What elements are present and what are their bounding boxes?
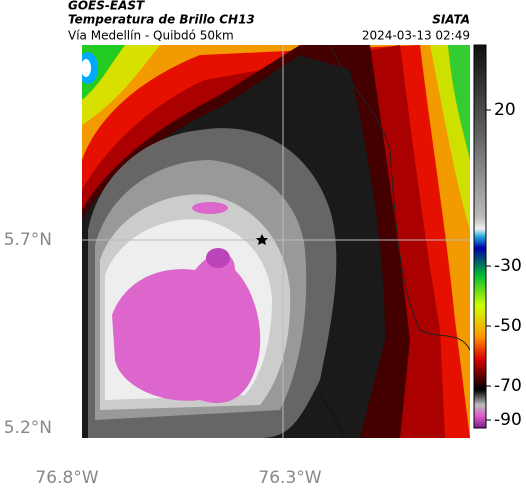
lon-label: 76.3°W bbox=[258, 468, 321, 488]
colorbar-tick-label: -30 bbox=[494, 256, 522, 276]
route: Vía Medellín - Quibdó 50km bbox=[68, 29, 234, 43]
lat-label: 5.2°N bbox=[4, 418, 52, 438]
colorbar-tick-label: 20 bbox=[494, 100, 516, 120]
colorbar-ticks: 20 -30 -50 -70 -90 bbox=[486, 100, 522, 430]
colorbar bbox=[473, 44, 487, 429]
source: SIATA bbox=[432, 13, 470, 27]
lat-label: 5.7°N bbox=[4, 230, 52, 250]
lon-label: 76.8°W bbox=[35, 468, 98, 488]
title: GOES-EAST bbox=[68, 0, 145, 13]
timestamp: 2024-03-13 02:49 bbox=[362, 29, 470, 43]
colorbar-tick-label: -70 bbox=[494, 376, 522, 396]
subtitle: Temperatura de Brillo CH13 bbox=[68, 13, 255, 27]
satellite-image bbox=[82, 45, 470, 438]
colorbar-tick-label: -90 bbox=[494, 410, 522, 430]
colorbar-tick-label: -50 bbox=[494, 316, 522, 336]
axis-labels: 5.7°N 5.2°N 76.8°W 76.3°W bbox=[4, 230, 322, 488]
